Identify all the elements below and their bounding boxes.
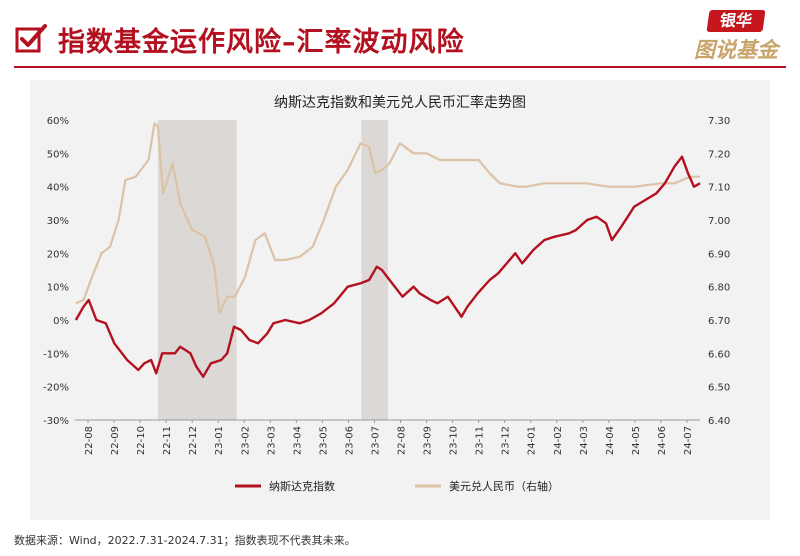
x-tick-label: 23-06 bbox=[344, 426, 355, 455]
left-tick-label: -30% bbox=[43, 416, 69, 427]
x-tick-label: 23-02 bbox=[240, 426, 251, 455]
right-tick-label: 7.00 bbox=[708, 216, 730, 227]
x-tick-label: 24-02 bbox=[553, 426, 564, 455]
right-tick-label: 7.10 bbox=[708, 183, 730, 194]
left-tick-label: 20% bbox=[47, 249, 69, 260]
legend-label: 纳斯达克指数 bbox=[269, 479, 335, 493]
x-tick-label: 22-10 bbox=[136, 426, 147, 455]
x-tick-label: 23-04 bbox=[292, 426, 303, 455]
right-tick-label: 6.50 bbox=[708, 383, 730, 394]
x-tick-label: 24-06 bbox=[657, 426, 668, 455]
left-tick-label: 60% bbox=[47, 116, 69, 127]
checkbox-check-icon bbox=[15, 24, 47, 53]
left-tick-label: -10% bbox=[43, 349, 69, 360]
logo-top-text: 银华 bbox=[706, 10, 766, 32]
x-tick-label: 22-08 bbox=[397, 426, 408, 455]
right-tick-label: 6.80 bbox=[708, 283, 730, 294]
x-tick-label: 24-03 bbox=[579, 426, 590, 455]
x-tick-label: 22-09 bbox=[110, 426, 121, 455]
x-tick-label: 24-05 bbox=[631, 426, 642, 455]
x-tick-label: 24-07 bbox=[683, 426, 694, 455]
x-tick-label: 23-03 bbox=[266, 426, 277, 455]
x-tick-label: 23-07 bbox=[370, 426, 381, 455]
left-tick-label: -20% bbox=[43, 383, 69, 394]
x-tick-label: 24-01 bbox=[527, 426, 538, 455]
header-divider bbox=[14, 66, 786, 68]
legend-label: 美元兑人民币（右轴） bbox=[449, 479, 559, 493]
right-tick-label: 6.90 bbox=[708, 249, 730, 260]
x-tick-label: 22-11 bbox=[162, 426, 173, 455]
x-tick-label: 23-01 bbox=[214, 426, 225, 455]
line-chart: 60% 50% 40% 30% 20% 10% 0% -10% -20% -30% 7.30 7.20… bbox=[43, 94, 730, 493]
right-tick-label: 7.20 bbox=[708, 149, 730, 160]
nasdaq-series-line bbox=[74, 155, 701, 378]
shaded-period-1 bbox=[157, 120, 237, 420]
x-tick-label: 22-12 bbox=[188, 426, 199, 455]
left-tick-label: 40% bbox=[47, 183, 69, 194]
x-tick-label: 23-11 bbox=[475, 426, 486, 455]
x-tick-label: 23-05 bbox=[318, 426, 329, 455]
x-tick-label: 23-10 bbox=[449, 426, 460, 455]
right-tick-label: 6.60 bbox=[708, 349, 730, 360]
x-tick-label: 24-04 bbox=[605, 426, 616, 455]
right-tick-label: 6.40 bbox=[708, 416, 730, 427]
left-tick-label: 50% bbox=[47, 149, 69, 160]
logo-bottom-text: 图说基金 bbox=[694, 38, 778, 62]
left-tick-label: 0% bbox=[53, 316, 69, 327]
header: 指数基金运作风险–汇率波动风险 银华 图说基金 bbox=[0, 0, 800, 78]
brand-logo: 银华 图说基金 bbox=[690, 10, 790, 66]
left-tick-label: 10% bbox=[47, 283, 69, 294]
chart-panel: 60% 50% 40% 30% 20% 10% 0% -10% -20% -30% 7.30 7.20… bbox=[30, 80, 770, 520]
page-title: 指数基金运作风险–汇率波动风险 bbox=[58, 27, 465, 58]
usdcny-series-line bbox=[75, 122, 700, 315]
right-tick-label: 6.70 bbox=[708, 316, 730, 327]
x-tick-label: 23-09 bbox=[423, 426, 434, 455]
right-tick-label: 7.30 bbox=[708, 116, 730, 127]
x-tick-label: 23-12 bbox=[501, 426, 512, 455]
x-tick-label: 22-08 bbox=[84, 426, 95, 455]
chart-title: 纳斯达克指数和美元兑人民币汇率走势图 bbox=[274, 94, 526, 111]
left-tick-label: 30% bbox=[47, 216, 69, 227]
footnote: 数据来源：Wind，2022.7.31-2024.7.31；指数表现不代表其未来… bbox=[14, 534, 356, 547]
